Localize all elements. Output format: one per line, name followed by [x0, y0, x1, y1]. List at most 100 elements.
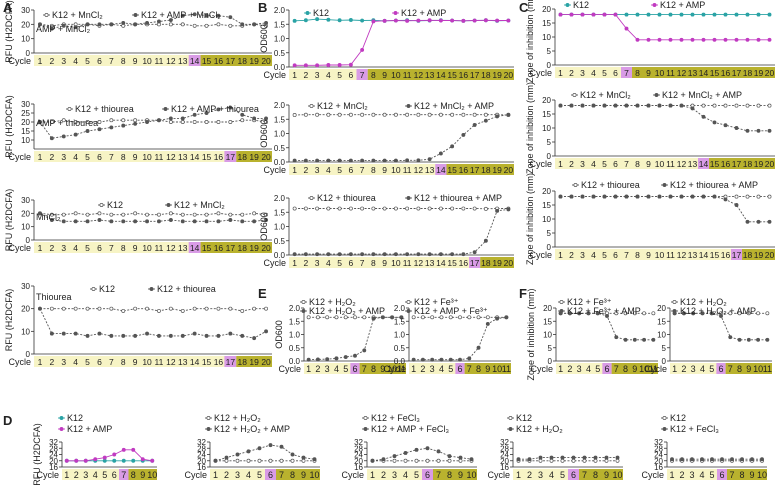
- data-point: [145, 306, 149, 311]
- x-tick-label: 8: [121, 243, 126, 253]
- y-tick-label: 10: [657, 331, 666, 340]
- x-tick-label: 9: [133, 56, 138, 66]
- data-point: [580, 194, 585, 199]
- cycle-band: [555, 158, 775, 169]
- cycle-highlight: [188, 242, 201, 253]
- x-tick-label: 3: [315, 258, 320, 268]
- y-tick-label: 15: [542, 19, 551, 28]
- data-point: [38, 120, 42, 124]
- legend-label: K12 + thiourea: [317, 193, 376, 203]
- y-tick-label: 28: [197, 444, 206, 453]
- data-point: [49, 136, 54, 141]
- data-point: [709, 311, 714, 316]
- y-tick-label: 20: [542, 5, 551, 14]
- x-tick-label: 20: [261, 152, 271, 162]
- data-point: [49, 218, 54, 222]
- data-point: [85, 120, 90, 124]
- data-point: [414, 458, 419, 463]
- series-line: [308, 316, 402, 361]
- data-point: [292, 18, 297, 23]
- data-point: [569, 103, 574, 108]
- data-point: [730, 457, 734, 462]
- data-point: [538, 458, 543, 463]
- data-point: [632, 311, 637, 316]
- y-tick-label: 20: [657, 304, 666, 313]
- data-point: [756, 103, 761, 108]
- x-tick-label: 12: [166, 56, 176, 66]
- x-tick-label: 9: [604, 470, 609, 480]
- x-tick-label: 19: [492, 70, 502, 80]
- y-tick-label: 0: [548, 357, 553, 366]
- data-point: [485, 315, 490, 320]
- series-line: [294, 114, 509, 162]
- data-point: [326, 252, 331, 257]
- data-point: [624, 26, 629, 31]
- data-point: [204, 219, 209, 224]
- data-point: [458, 458, 463, 463]
- legend-marker: [662, 416, 667, 420]
- data-point: [657, 194, 662, 199]
- legend-label: K12 + AMP: [67, 424, 112, 434]
- y-tick-label: 5: [548, 344, 553, 353]
- data-point: [112, 458, 117, 463]
- data-point: [61, 331, 66, 336]
- data-point: [303, 63, 308, 68]
- data-point: [393, 158, 398, 163]
- legend-marker: [309, 104, 314, 108]
- data-point: [257, 446, 262, 451]
- data-point: [690, 457, 694, 462]
- cycle-highlight: [698, 158, 709, 169]
- data-point: [405, 206, 410, 211]
- data-point: [64, 458, 69, 463]
- y-tick-label: 1.0: [274, 35, 286, 44]
- data-point: [591, 194, 596, 199]
- y-tick-label: 2.0: [274, 194, 286, 203]
- data-point: [450, 18, 455, 23]
- x-tick-label: 4: [326, 70, 331, 80]
- data-point: [657, 103, 662, 108]
- series-line: [560, 14, 770, 41]
- data-point: [382, 158, 387, 163]
- x-tick-label: 4: [326, 165, 331, 175]
- data-point: [360, 158, 365, 163]
- data-point: [168, 116, 173, 121]
- data-point: [121, 118, 126, 123]
- x-tick-label: 1: [558, 68, 563, 78]
- data-point: [411, 357, 416, 362]
- x-tick-label: 12: [166, 152, 176, 162]
- data-point: [624, 194, 629, 199]
- cycle-after: [200, 242, 272, 253]
- x-tick-label: 3: [392, 470, 397, 480]
- y-axis-label: OD600: [259, 212, 269, 241]
- cycle-highlight: [224, 356, 237, 367]
- data-point: [723, 123, 728, 128]
- legend-marker: [393, 11, 398, 15]
- data-point: [461, 18, 466, 23]
- x-tick-label: 4: [549, 470, 554, 480]
- legend-label: K12 + thiourea: [157, 284, 216, 294]
- data-point: [700, 457, 704, 462]
- data-point: [38, 211, 42, 216]
- x-tick-label: 19: [754, 68, 764, 78]
- legend-label: K12 + MnCl₂: [317, 101, 368, 111]
- data-point: [405, 18, 410, 23]
- y-tick-label: 0: [26, 350, 31, 359]
- data-point: [577, 311, 582, 316]
- x-tick-label: 13: [178, 357, 188, 367]
- data-point: [646, 37, 651, 42]
- x-tick-label: 5: [85, 56, 90, 66]
- x-tick-label: 3: [61, 357, 66, 367]
- y-tick-label: 0.5: [394, 344, 406, 353]
- data-point: [613, 103, 618, 108]
- y-tick-label: 20: [197, 457, 206, 466]
- data-point: [140, 457, 145, 462]
- data-point: [450, 144, 455, 149]
- x-tick-label: 11: [666, 250, 675, 260]
- x-tick-label: 7: [109, 243, 114, 253]
- data-point: [133, 211, 138, 216]
- x-tick-label: 15: [202, 243, 212, 253]
- x-tick-label: 13: [178, 56, 188, 66]
